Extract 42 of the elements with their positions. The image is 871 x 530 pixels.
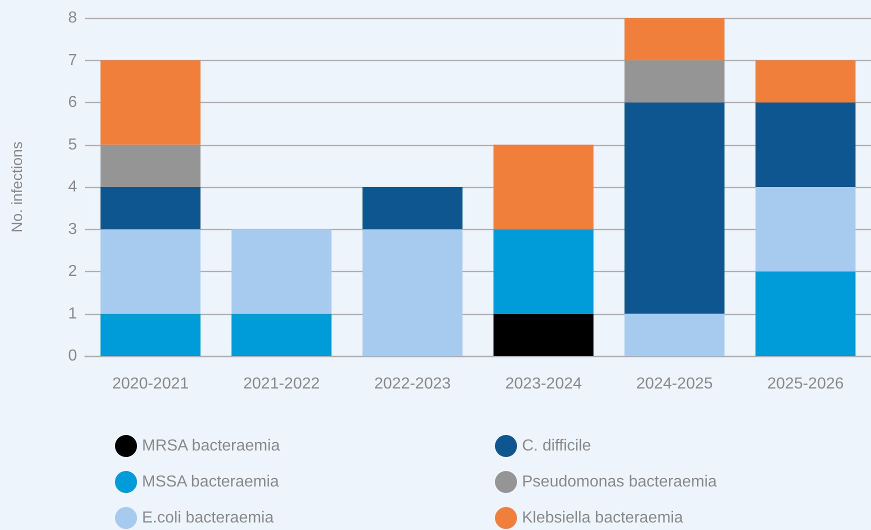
y-tick-label: 5: [68, 136, 78, 154]
x-tick-label: 2020-2021: [112, 376, 189, 392]
legend-label: Klebsiella bacteraemia: [522, 510, 684, 526]
bar: [494, 144, 594, 230]
bar: [756, 187, 856, 272]
y-tick-label: 3: [68, 220, 78, 238]
bar: [756, 102, 856, 187]
bar: [100, 229, 200, 314]
y-tick-label: 1: [68, 305, 78, 322]
y-tick-label: 0: [68, 348, 78, 364]
bar: [756, 60, 856, 102]
x-tick-label: 2025-2026: [767, 376, 844, 392]
y-axis-title: No. infections: [9, 142, 26, 232]
bar: [494, 314, 594, 356]
bar: [624, 60, 724, 102]
bar: [232, 229, 332, 314]
bar: [624, 314, 724, 356]
bar: [100, 144, 200, 187]
y-tick-label: 6: [68, 94, 78, 111]
legend-label: C. difficile: [522, 438, 592, 454]
x-tick-label: 2023-2024: [505, 376, 582, 392]
bar: [756, 272, 856, 356]
y-tick-label: 4: [68, 178, 78, 196]
x-tick-label: 2022-2023: [374, 376, 451, 392]
bar: [232, 314, 332, 356]
y-tick-label: 2: [68, 263, 78, 280]
x-tick-label: 2021-2022: [243, 376, 320, 392]
legend-label: E.coli bacteraemia: [142, 510, 274, 526]
x-tick-label: 2024-2025: [636, 376, 713, 392]
bar: [624, 18, 724, 60]
bar: [100, 60, 200, 145]
bar: [100, 314, 200, 356]
bar: [362, 187, 462, 230]
bar: [494, 229, 594, 314]
bar: [624, 102, 724, 314]
legend-label: MRSA bacteraemia: [142, 438, 280, 454]
y-tick-label: 7: [68, 52, 78, 69]
bar: [100, 187, 200, 230]
y-tick-label: 8: [68, 10, 78, 26]
legend-label: Pseudomonas bacteraemia: [522, 474, 717, 490]
bar: [362, 229, 462, 356]
legend-label: MSSA bacteraemia: [142, 474, 280, 490]
